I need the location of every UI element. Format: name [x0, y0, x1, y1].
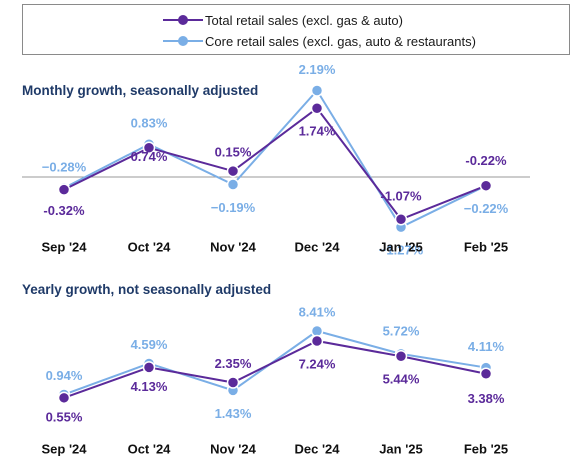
yearly-growth-chart: 0.55% 4.13% 2.35% 7.24% 5.44% 3.38% 0.94% 4.59%…: [41, 304, 508, 456]
total-data-point: [479, 367, 493, 381]
total-data-label: 0.74%: [131, 149, 168, 164]
total-data-point: [226, 164, 240, 178]
core-data-label: 2.19%: [299, 62, 336, 77]
core-data-label: −0.19%: [211, 200, 256, 215]
total-data-label: 4.13%: [131, 379, 168, 394]
total-data-label: 0.15%: [215, 145, 252, 160]
total-data-label: 1.74%: [299, 124, 336, 139]
core-data-label: 0.83%: [131, 116, 168, 131]
total-data-label: 7.24%: [299, 356, 336, 371]
total-data-label: -0.32%: [43, 203, 85, 218]
legend-label-total: Total retail sales (excl. gas & auto): [205, 13, 403, 28]
total-data-label: -1.07%: [380, 189, 422, 204]
monthly-chart-title: Monthly growth, seasonally adjusted: [22, 83, 259, 98]
total-data-point: [57, 391, 71, 405]
core-data-label: 1.43%: [215, 406, 252, 421]
core-data-label: 4.59%: [131, 337, 168, 352]
x-tick-label: Feb '25: [464, 441, 508, 456]
total-data-point: [57, 183, 71, 196]
total-data-label: 2.35%: [215, 356, 252, 371]
x-tick-label: Nov '24: [210, 441, 256, 456]
total-data-point: [142, 141, 156, 155]
total-data-point: [479, 179, 493, 192]
chart-legend: Total retail sales (excl. gas & auto) Co…: [22, 4, 570, 55]
legend-label-core: Core retail sales (excl. gas, auto & res…: [205, 34, 476, 49]
legend-item-total: Total retail sales (excl. gas & auto): [23, 11, 569, 31]
core-data-label: −1.27%: [379, 243, 424, 258]
total-data-label: 5.44%: [383, 372, 420, 387]
total-data-point: [310, 102, 324, 115]
x-tick-label: Sep '24: [41, 239, 87, 254]
x-tick-label: Jan '25: [379, 239, 423, 254]
core-data-label: 0.94%: [46, 368, 83, 383]
core-data-label: 4.11%: [468, 339, 505, 354]
x-tick-label: Nov '24: [210, 239, 256, 254]
total-data-point: [310, 334, 324, 348]
core-data-point: [226, 178, 240, 191]
x-tick-label: Feb '25: [464, 239, 508, 254]
total-data-point: [394, 213, 408, 226]
x-tick-label: Dec '24: [294, 441, 340, 456]
total-series-line: [63, 106, 487, 221]
total-data-point: [226, 376, 240, 389]
core-data-label: 5.72%: [383, 323, 420, 338]
core-series-line: [63, 88, 487, 229]
core-data-label: −0.28%: [42, 159, 87, 174]
total-data-label: 3.38%: [468, 391, 505, 406]
x-tick-label: Dec '24: [294, 239, 340, 254]
legend-swatch-core: [163, 36, 203, 46]
x-tick-label: Sep '24: [41, 441, 87, 456]
total-series-line: [63, 339, 487, 399]
legend-item-core: Core retail sales (excl. gas, auto & res…: [23, 32, 569, 52]
total-data-point: [142, 361, 156, 374]
core-data-label: −0.22%: [464, 201, 509, 216]
x-tick-label: Oct '24: [128, 441, 172, 456]
x-tick-label: Oct '24: [128, 239, 172, 254]
core-data-label: 8.41%: [299, 304, 336, 319]
legend-swatch-total: [163, 15, 203, 25]
monthly-growth-chart: -0.32% 0.74% 0.15% 1.74% -1.07% -0.22% −0.28% 0…: [22, 62, 530, 258]
total-data-label: -0.22%: [465, 153, 507, 168]
yearly-chart-title: Yearly growth, not seasonally adjusted: [22, 282, 272, 297]
total-data-point: [394, 350, 408, 363]
core-data-point: [310, 84, 324, 97]
x-tick-label: Jan '25: [379, 441, 423, 456]
total-data-label: 0.55%: [46, 409, 83, 424]
